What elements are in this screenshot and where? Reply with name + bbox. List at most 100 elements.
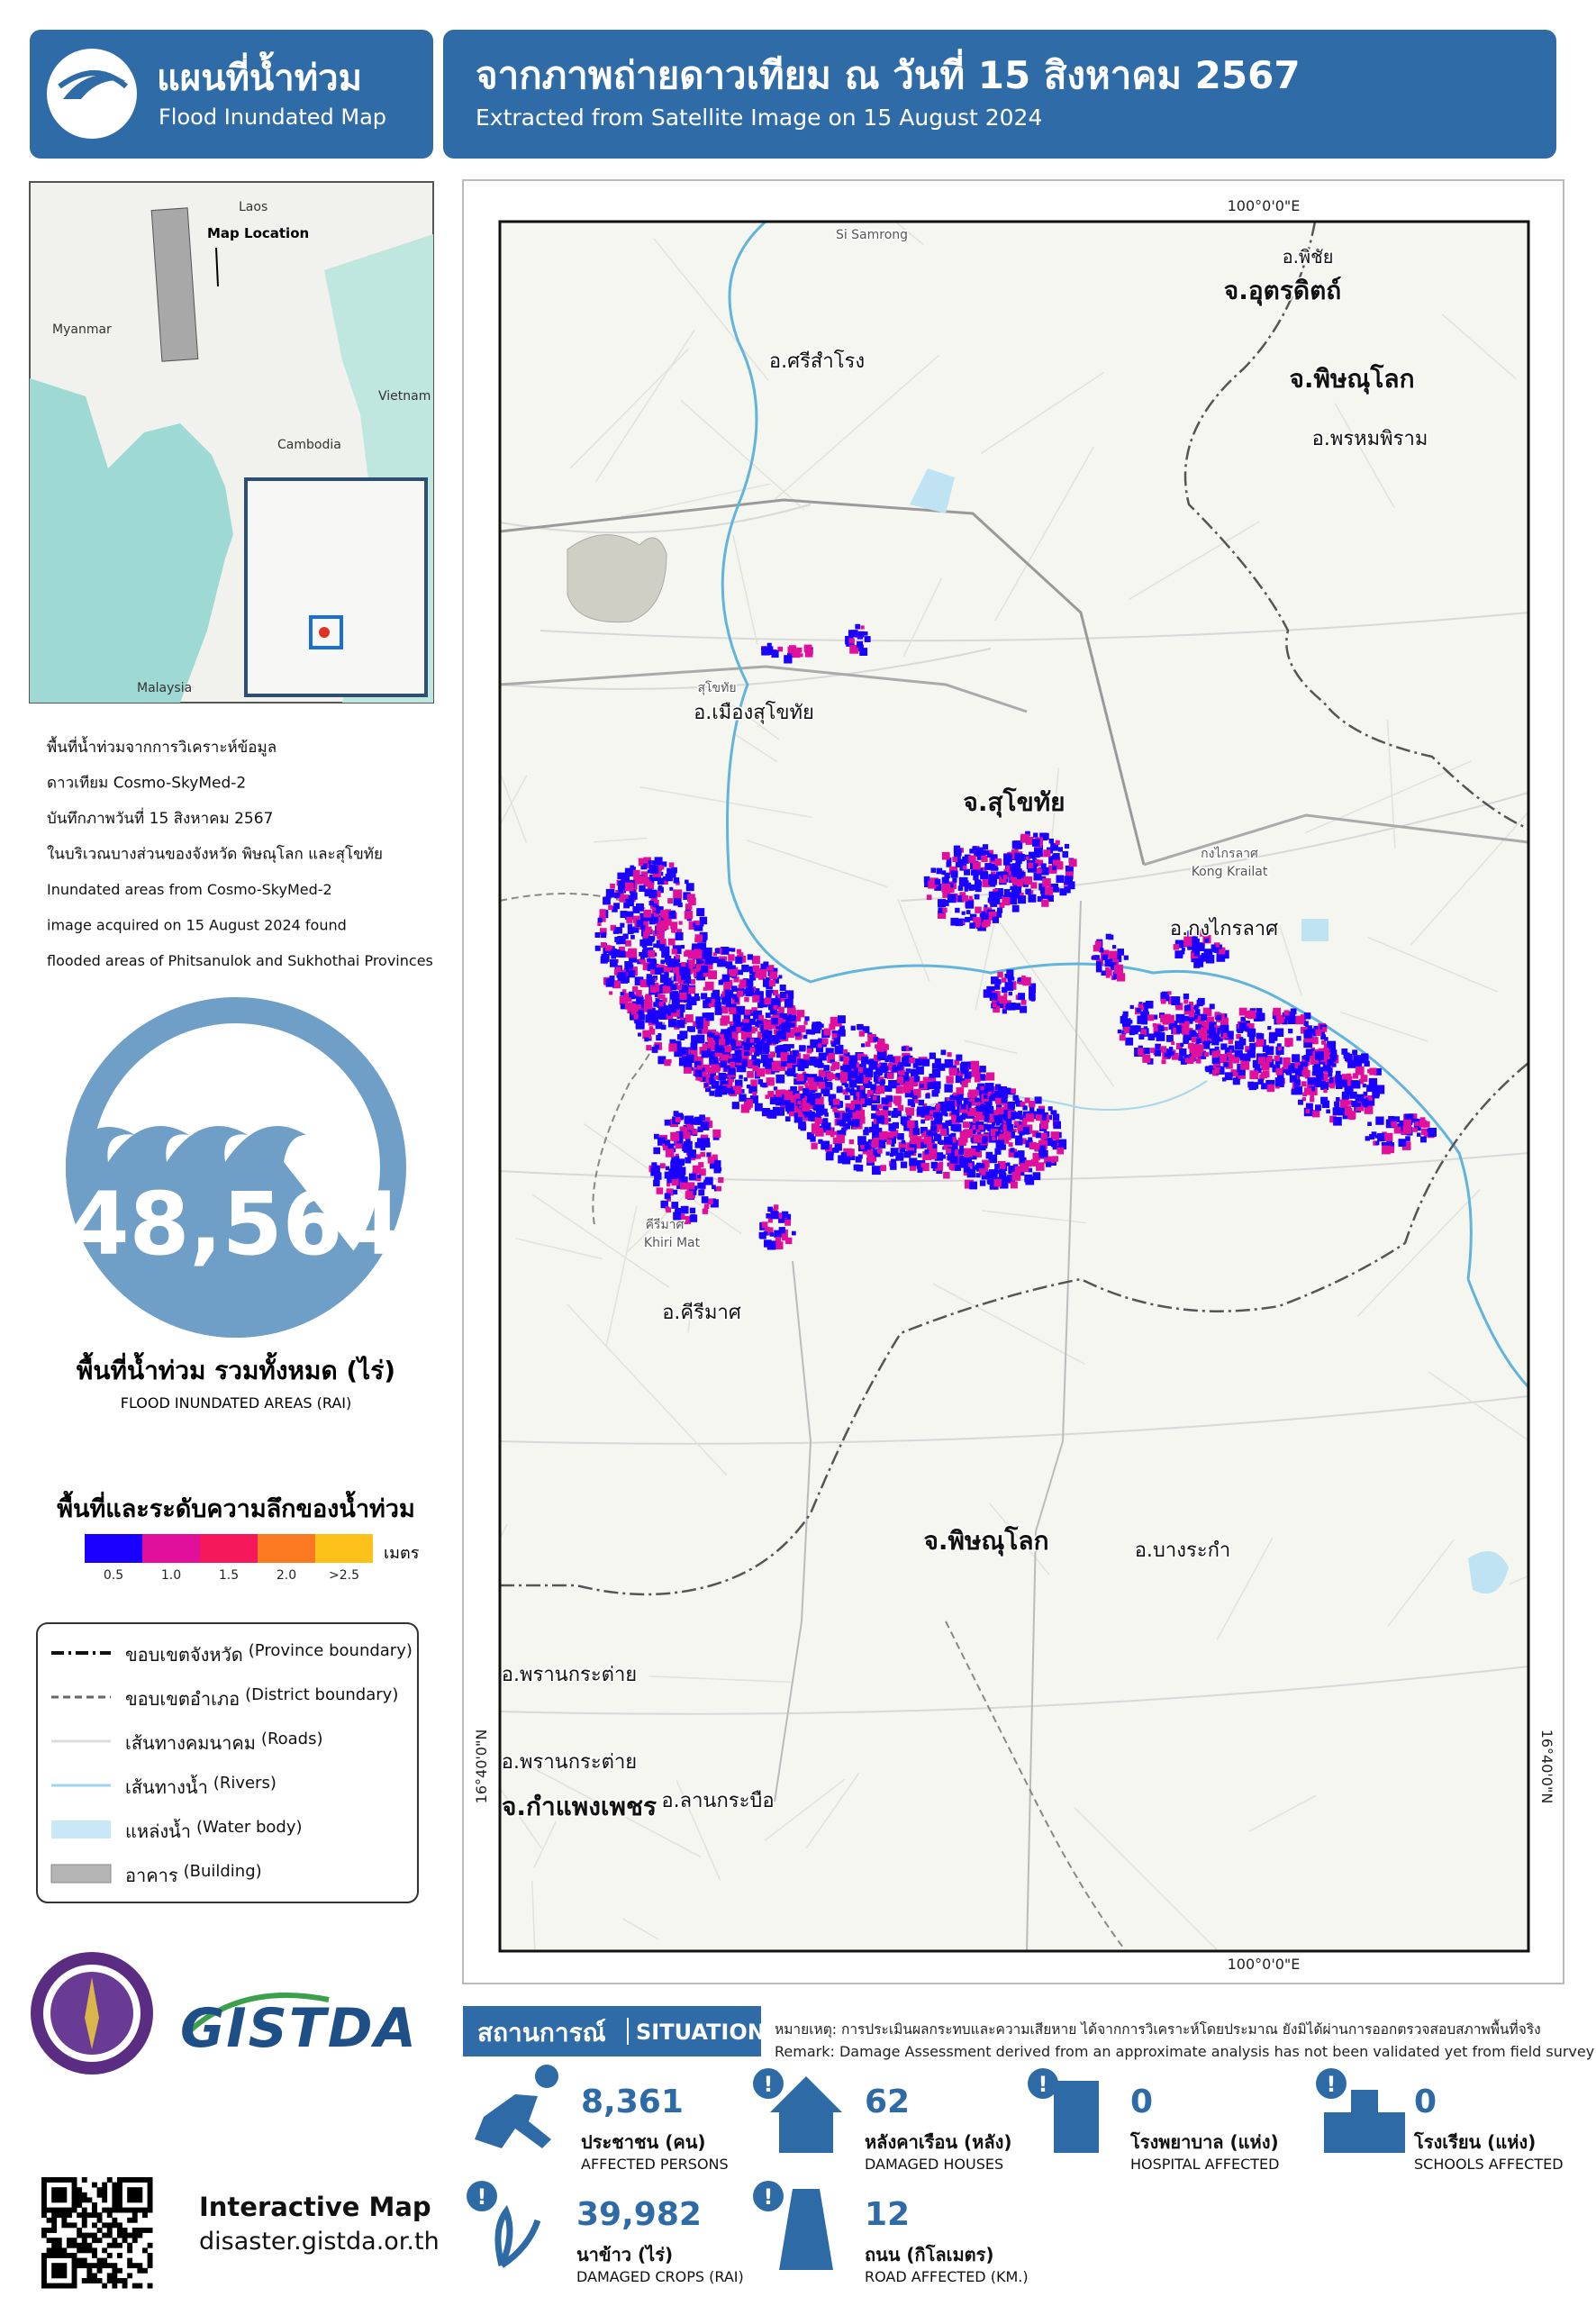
flood-pixel xyxy=(630,867,636,873)
flood-pixel xyxy=(1017,1150,1025,1158)
place-label: อ.กงไกรลาศ xyxy=(1170,917,1278,940)
flood-pixel xyxy=(1007,892,1013,898)
flood-pixel xyxy=(707,1156,715,1164)
flood-pixel xyxy=(1014,1100,1020,1104)
icon-school xyxy=(1324,2090,1405,2153)
flood-pixel xyxy=(594,945,601,951)
qr-module xyxy=(41,2267,47,2274)
flood-pixel xyxy=(1356,1103,1365,1112)
qr-module xyxy=(112,2242,118,2248)
icon-alert-mark: ! xyxy=(1327,2072,1337,2097)
flood-pixel xyxy=(958,876,968,886)
depth-swatch xyxy=(142,1534,200,1563)
flood-pixel xyxy=(784,998,793,1008)
flood-pixel xyxy=(610,949,617,956)
flood-pixel xyxy=(1356,1094,1364,1102)
qr-module xyxy=(56,2247,62,2254)
qr-module xyxy=(122,2283,128,2289)
flood-pixel xyxy=(685,879,689,885)
flood-pixel xyxy=(736,949,742,954)
flood-pixel xyxy=(825,1081,832,1088)
qr-module xyxy=(71,2273,77,2279)
flood-pixel xyxy=(829,1099,835,1106)
flood-pixel xyxy=(848,630,856,638)
flood-pixel xyxy=(864,1127,869,1132)
flood-pixel xyxy=(1053,857,1061,865)
flood-pixel xyxy=(1052,1156,1058,1162)
flood-pixel xyxy=(1048,856,1057,865)
flood-pixel xyxy=(684,986,691,994)
flood-pixel xyxy=(1404,1113,1414,1123)
flood-pixel xyxy=(1143,1048,1150,1055)
flood-pixel xyxy=(976,1163,985,1172)
flood-pixel xyxy=(1161,1059,1166,1065)
flood-pixel xyxy=(664,971,669,977)
flood-pixel xyxy=(744,996,749,1003)
flood-pixel xyxy=(1000,1124,1005,1130)
flood-pixel xyxy=(1104,958,1113,967)
header-left-box xyxy=(30,30,433,159)
flood-pixel xyxy=(1329,1054,1335,1060)
locator-map: Laos Map Location Myanmar Vietnam Cambod… xyxy=(29,181,434,704)
flood-pixel xyxy=(685,1003,693,1010)
flood-pixel xyxy=(931,1130,938,1136)
flood-pixel xyxy=(980,871,989,880)
flood-pixel xyxy=(950,917,959,926)
flood-pixel xyxy=(1205,1066,1212,1073)
flood-pixel xyxy=(897,1064,903,1071)
flood-pixel xyxy=(1330,1049,1338,1057)
flood-pixel xyxy=(673,1003,679,1011)
flood-pixel xyxy=(1012,880,1018,885)
flood-pixel xyxy=(927,1112,934,1120)
flood-pixel xyxy=(767,1218,773,1223)
flood-pixel xyxy=(838,1015,846,1024)
flood-pixel xyxy=(1040,1132,1047,1139)
flood-pixel xyxy=(955,918,964,927)
flood-pixel xyxy=(1364,1105,1374,1114)
flood-pixel xyxy=(694,934,703,942)
qr-module xyxy=(131,2232,138,2238)
flood-pixel xyxy=(1056,1147,1065,1155)
minor-road xyxy=(732,534,758,645)
flood-pixel xyxy=(1419,1120,1428,1128)
flood-pixel xyxy=(676,1182,684,1189)
qr-module xyxy=(137,2283,143,2289)
stat-label-th: ประชาชน (คน) xyxy=(581,2131,706,2153)
flood-pixel xyxy=(772,1035,780,1043)
flood-pixel xyxy=(1017,977,1021,982)
flood-pixel xyxy=(633,1005,642,1013)
flood-pixel xyxy=(687,904,693,910)
flood-pixel xyxy=(1105,933,1111,940)
flood-pixel xyxy=(660,1200,668,1209)
flood-pixel xyxy=(949,887,955,893)
flood-pixel xyxy=(857,1023,864,1030)
flood-pixel xyxy=(1020,1102,1026,1107)
flood-pixel xyxy=(1043,1153,1048,1158)
flood-pixel xyxy=(653,903,657,908)
flood-pixel xyxy=(841,1127,847,1132)
flood-pixel xyxy=(1353,1055,1362,1064)
qr-module xyxy=(51,2207,58,2213)
flood-pixel xyxy=(1067,865,1072,869)
flood-pixel xyxy=(1322,1063,1331,1072)
flood-pixel xyxy=(929,1076,937,1084)
qr-module xyxy=(96,2267,103,2274)
flood-pixel xyxy=(1183,1038,1190,1044)
flood-pixel xyxy=(1019,892,1024,897)
flood-pixel xyxy=(629,991,635,998)
flood-pixel xyxy=(1310,1085,1315,1092)
qr-module xyxy=(71,2197,77,2203)
flood-pixel xyxy=(765,1094,769,1099)
flood-pixel xyxy=(780,991,787,998)
flood-pixel xyxy=(929,877,939,886)
qr-module xyxy=(61,2247,68,2254)
flood-pixel xyxy=(975,1148,980,1152)
flood-pixel xyxy=(784,1091,793,1100)
icon-hospital xyxy=(1054,2081,1099,2153)
flood-pixel xyxy=(1401,1141,1411,1150)
flood-pixel xyxy=(775,1074,785,1084)
flood-pixel xyxy=(1056,863,1064,869)
flood-pixel xyxy=(840,1152,848,1158)
minor-road xyxy=(1074,1806,1220,1951)
flood-pixel xyxy=(1010,1148,1015,1153)
